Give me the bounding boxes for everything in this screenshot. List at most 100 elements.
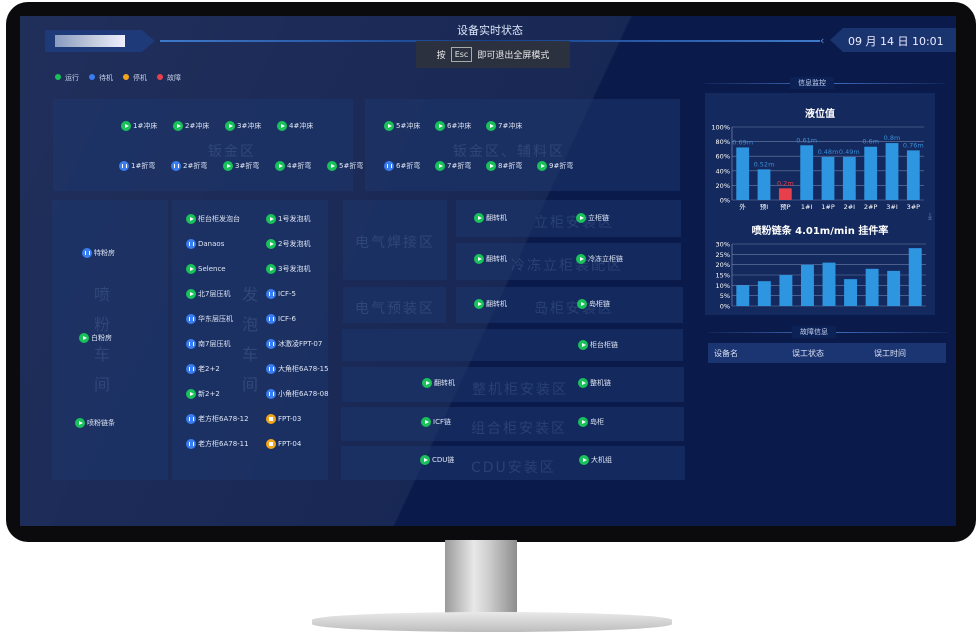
device-item[interactable]: Selence xyxy=(186,264,226,274)
bar xyxy=(906,150,920,200)
device-item[interactable]: FPT-04 xyxy=(266,439,301,449)
device-item[interactable]: 小角柜6A78-08 xyxy=(266,389,329,399)
device-label: 岛柜链 xyxy=(589,300,610,308)
device-item[interactable]: 老方柜6A78-12 xyxy=(186,414,249,424)
data-label: 0.76m xyxy=(903,141,924,149)
device-item[interactable]: 翻转机 xyxy=(474,299,507,309)
device-item[interactable]: 整机链 xyxy=(578,378,611,388)
device-item[interactable]: 3#折弯 xyxy=(223,161,259,171)
device-item[interactable]: 7#折弯 xyxy=(435,161,471,171)
monitor-section-title: 信息监控 xyxy=(790,77,834,89)
play-icon xyxy=(186,289,196,299)
device-item[interactable]: 7#冲床 xyxy=(486,121,522,131)
device-item[interactable]: 1#冲床 xyxy=(121,121,157,131)
device-item[interactable]: 翻转机 xyxy=(474,213,507,223)
y-tick-label: 20% xyxy=(716,261,730,269)
device-item[interactable]: 特粉房 xyxy=(82,248,115,258)
data-label: 0.61m xyxy=(796,136,817,144)
device-item[interactable]: 南7层压机 xyxy=(186,339,230,349)
device-label: 柜台柜发泡台 xyxy=(198,215,240,223)
device-item[interactable]: 翻转机 xyxy=(474,254,507,264)
device-item[interactable]: 大机组 xyxy=(579,455,612,465)
device-item[interactable]: 立柜链 xyxy=(576,213,609,223)
device-item[interactable]: 华东层压机 xyxy=(186,314,233,324)
device-item[interactable]: 岛柜 xyxy=(578,417,604,427)
blurred-logo xyxy=(55,35,125,47)
device-item[interactable]: 5#冲床 xyxy=(384,121,420,131)
dashboard-screen: 设备实时状态 按 Esc 即可退出全屏模式 ‹ 09 月 14 日 10:01 … xyxy=(20,16,956,526)
device-item[interactable]: 6#冲床 xyxy=(435,121,471,131)
zone-label: 发泡车间 xyxy=(242,285,261,394)
device-item[interactable]: 1#折弯 xyxy=(119,161,155,171)
pause-icon xyxy=(266,389,276,399)
data-label: 0.2m xyxy=(777,179,794,187)
device-item[interactable]: 3#冲床 xyxy=(225,121,261,131)
device-item[interactable]: FPT-03 xyxy=(266,414,301,424)
device-item[interactable]: 北7层压机 xyxy=(186,289,230,299)
device-item[interactable]: 2#冲床 xyxy=(173,121,209,131)
stop-icon xyxy=(266,439,276,449)
device-label: 翻转机 xyxy=(434,379,455,387)
device-item[interactable]: 4#折弯 xyxy=(275,161,311,171)
device-item[interactable]: 冰激凌FPT-07 xyxy=(266,339,322,349)
device-item[interactable]: 新2+2 xyxy=(186,389,220,399)
play-icon xyxy=(266,239,276,249)
y-tick-label: 0% xyxy=(720,197,730,205)
device-item[interactable]: 老方柜6A78-11 xyxy=(186,439,249,449)
device-item[interactable]: CDU链 xyxy=(420,455,454,465)
liquid-level-chart: 液位值 0% 20% 40% 60% 80% 100%0.69m 外 0.52m 预I 0.2m 预P… xyxy=(711,107,924,211)
device-item[interactable]: 8#折弯 xyxy=(486,161,522,171)
bar xyxy=(821,156,835,200)
pause-icon xyxy=(186,239,196,249)
zone-panel: 电气焊接区 xyxy=(343,200,447,280)
pause-icon xyxy=(384,161,394,171)
legend-item: 运行 xyxy=(55,73,79,83)
zone-label: 喷粉车间 xyxy=(94,285,113,394)
pause-icon xyxy=(186,439,196,449)
device-item[interactable]: 1号发泡机 xyxy=(266,214,310,224)
device-item[interactable]: 冷冻立柜链 xyxy=(576,254,623,264)
zone-label: 岛柜安装区 xyxy=(534,301,614,317)
play-icon xyxy=(435,161,445,171)
device-label: 立柜链 xyxy=(588,214,609,222)
device-label: 1#折弯 xyxy=(131,162,156,170)
page-title: 设备实时状态 xyxy=(457,24,523,37)
device-item[interactable]: 9#折弯 xyxy=(537,161,573,171)
device-item[interactable]: 喷粉链条 xyxy=(75,418,115,428)
column-delay-status: 误工状态 xyxy=(792,348,824,358)
device-item[interactable]: 3号发泡机 xyxy=(266,264,310,274)
y-tick-label: 30% xyxy=(716,241,730,249)
device-item[interactable]: 5#折弯 xyxy=(327,161,363,171)
play-icon xyxy=(275,161,285,171)
device-label: 9#折弯 xyxy=(549,162,574,170)
zone-panel: 钣金区 1#冲床 2#冲床 3#冲床 4#冲床 1#折弯 2#折弯 3#折弯 4#折弯 5#折弯 xyxy=(53,99,363,191)
device-item[interactable]: 白粉房 xyxy=(79,333,112,343)
status-legend: 运行 待机 停机 故障 xyxy=(55,73,181,83)
device-item[interactable]: 2#折弯 xyxy=(171,161,207,171)
device-item[interactable]: 翻转机 xyxy=(422,378,455,388)
device-item[interactable]: 6#折弯 xyxy=(384,161,420,171)
device-label: 3#折弯 xyxy=(235,162,260,170)
device-label: 翻转机 xyxy=(486,255,507,263)
x-tick-label: 预P xyxy=(780,202,791,211)
download-icon[interactable]: ⤓ xyxy=(928,212,932,222)
bar xyxy=(908,248,922,306)
device-label: ICF-6 xyxy=(278,315,296,323)
device-item[interactable]: 2号发泡机 xyxy=(266,239,310,249)
device-item[interactable]: 大角柜6A78-15 xyxy=(266,364,329,374)
play-icon xyxy=(577,299,587,309)
device-item[interactable]: ICF-5 xyxy=(266,289,296,299)
device-item[interactable]: 岛柜链 xyxy=(577,299,610,309)
device-item[interactable]: 柜台柜链 xyxy=(578,340,618,350)
device-item[interactable]: 老2+2 xyxy=(186,364,220,374)
device-label: 南7层压机 xyxy=(198,340,231,348)
zone-panel: CDU安装区 CDU链 大机组 xyxy=(341,446,685,480)
device-item[interactable]: 柜台柜发泡台 xyxy=(186,214,240,224)
device-item[interactable]: Danaos xyxy=(186,239,224,249)
x-tick-label: 1#I xyxy=(801,203,813,211)
device-item[interactable]: ICF链 xyxy=(421,417,451,427)
data-label: 0.8m xyxy=(884,134,901,142)
pause-icon xyxy=(186,414,196,424)
device-item[interactable]: 4#冲床 xyxy=(277,121,313,131)
device-item[interactable]: ICF-6 xyxy=(266,314,296,324)
